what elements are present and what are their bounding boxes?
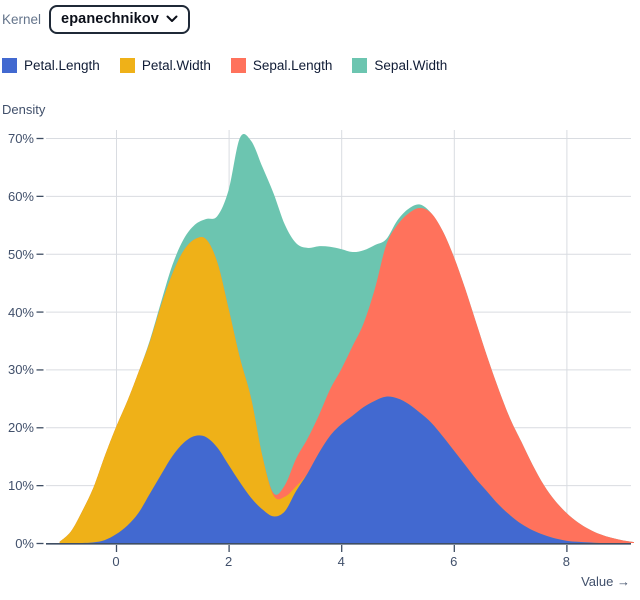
y-tick-label-50: 50%	[7, 246, 34, 262]
y-tick-label-20: 20%	[7, 420, 34, 436]
kernel-select[interactable]: epanechnikov	[49, 4, 190, 34]
y-tick-label-30: 30%	[7, 362, 34, 378]
legend-label: Petal.Length	[24, 58, 100, 73]
toolbar: Kernel epanechnikov	[2, 4, 190, 34]
y-tick-label-70: 70%	[7, 131, 34, 146]
y-axis-title: Density	[2, 102, 46, 117]
chevron-down-icon	[166, 15, 178, 23]
y-tick-label-40: 40%	[7, 304, 34, 320]
kernel-select-value: epanechnikov	[61, 11, 159, 27]
x-tick-label-8: 8	[562, 554, 570, 569]
y-tick-label-0: 0%	[15, 536, 34, 551]
kernel-label: Kernel	[2, 11, 42, 27]
legend-item-sepal-length: Sepal.Length	[230, 58, 333, 73]
x-tick-label-4: 4	[337, 554, 345, 569]
legend-item-sepal-width: Sepal.Width	[352, 58, 447, 73]
legend: Petal.Length Petal.Width Sepal.Length Sepal…	[2, 58, 447, 73]
y-tick-label-60: 60%	[7, 188, 34, 204]
legend-label: Sepal.Width	[374, 58, 448, 73]
x-tick-label-2: 2	[224, 554, 233, 569]
x-axis-title: Value →	[581, 574, 630, 589]
legend-swatch-icon	[2, 58, 17, 73]
x-tick-label-6: 6	[450, 554, 458, 569]
legend-item-petal-width: Petal.Width	[119, 58, 211, 73]
legend-swatch-icon	[119, 58, 135, 73]
legend-label: Sepal.Length	[252, 58, 333, 73]
area-petal-length	[59, 396, 634, 544]
legend-label: Petal.Width	[141, 58, 211, 73]
x-tick-label-0: 0	[112, 554, 120, 569]
legend-item-petal-length: Petal.Length	[2, 58, 100, 73]
legend-swatch-icon	[352, 58, 368, 73]
y-tick-label-10: 10%	[7, 478, 34, 494]
legend-swatch-icon	[230, 58, 246, 73]
